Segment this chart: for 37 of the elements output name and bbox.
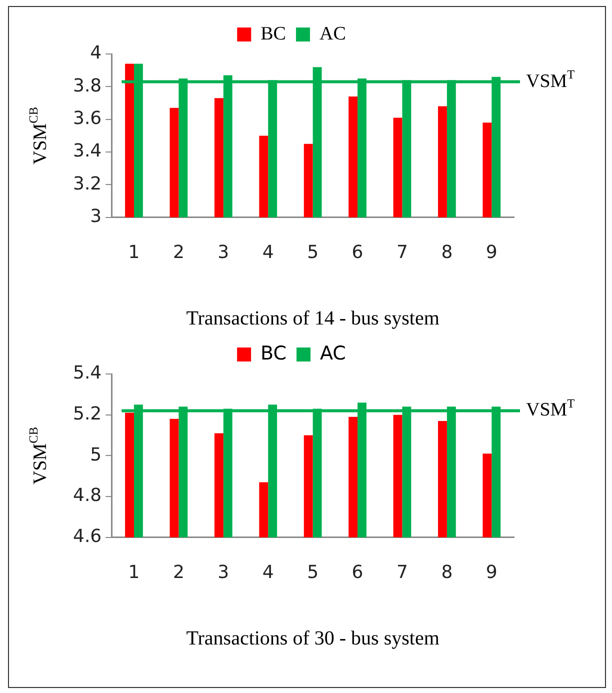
legend-label: AC <box>320 342 346 364</box>
x-tick-label: 1 <box>128 562 140 583</box>
x-axis-title: Transactions of 14 - bus system <box>186 307 440 330</box>
y-tick-label: 4.6 <box>72 526 102 548</box>
x-tick-label: 2 <box>172 562 184 583</box>
x-tick-label: 2 <box>172 242 184 263</box>
x-tick-label: 6 <box>352 562 364 583</box>
y-tick-label: 4.8 <box>72 485 102 506</box>
y-axis-title: VSMCB <box>26 426 51 485</box>
x-tick-label: 8 <box>441 242 453 263</box>
x-tick-label: 5 <box>307 562 319 583</box>
legend-label: BC <box>260 342 287 364</box>
legend-label: AC <box>319 23 346 44</box>
y-axis-title: VSMCB <box>26 106 51 165</box>
x-tick-label: 9 <box>486 242 498 263</box>
y-tick-label: 4 <box>90 42 102 64</box>
y-tick-label: 3.2 <box>72 173 102 194</box>
y-tick-label: 5.2 <box>72 404 102 425</box>
x-tick-label: 7 <box>396 562 408 583</box>
x-tick-label: 5 <box>307 242 319 263</box>
x-tick-label: 8 <box>441 562 453 583</box>
x-tick-label: 3 <box>218 242 230 263</box>
x-tick-label: 9 <box>486 562 498 583</box>
y-tick-label: 3.8 <box>72 75 102 96</box>
legend-label: BC <box>260 23 286 44</box>
x-tick-label: 4 <box>262 242 274 263</box>
x-tick-label: 4 <box>262 562 274 583</box>
x-axis-title: Transactions of 30 - bus system <box>186 627 440 650</box>
y-tick-label: 5 <box>90 444 102 466</box>
y-tick-label: 3.6 <box>72 108 102 130</box>
x-tick-label: 1 <box>128 242 140 263</box>
x-tick-label: 6 <box>352 242 364 263</box>
y-tick-label: 3 <box>90 206 102 228</box>
x-tick-label: 7 <box>396 242 408 263</box>
y-tick-label: 5.4 <box>72 362 102 384</box>
y-tick-label: 3.4 <box>72 140 102 162</box>
x-tick-label: 3 <box>218 562 230 583</box>
